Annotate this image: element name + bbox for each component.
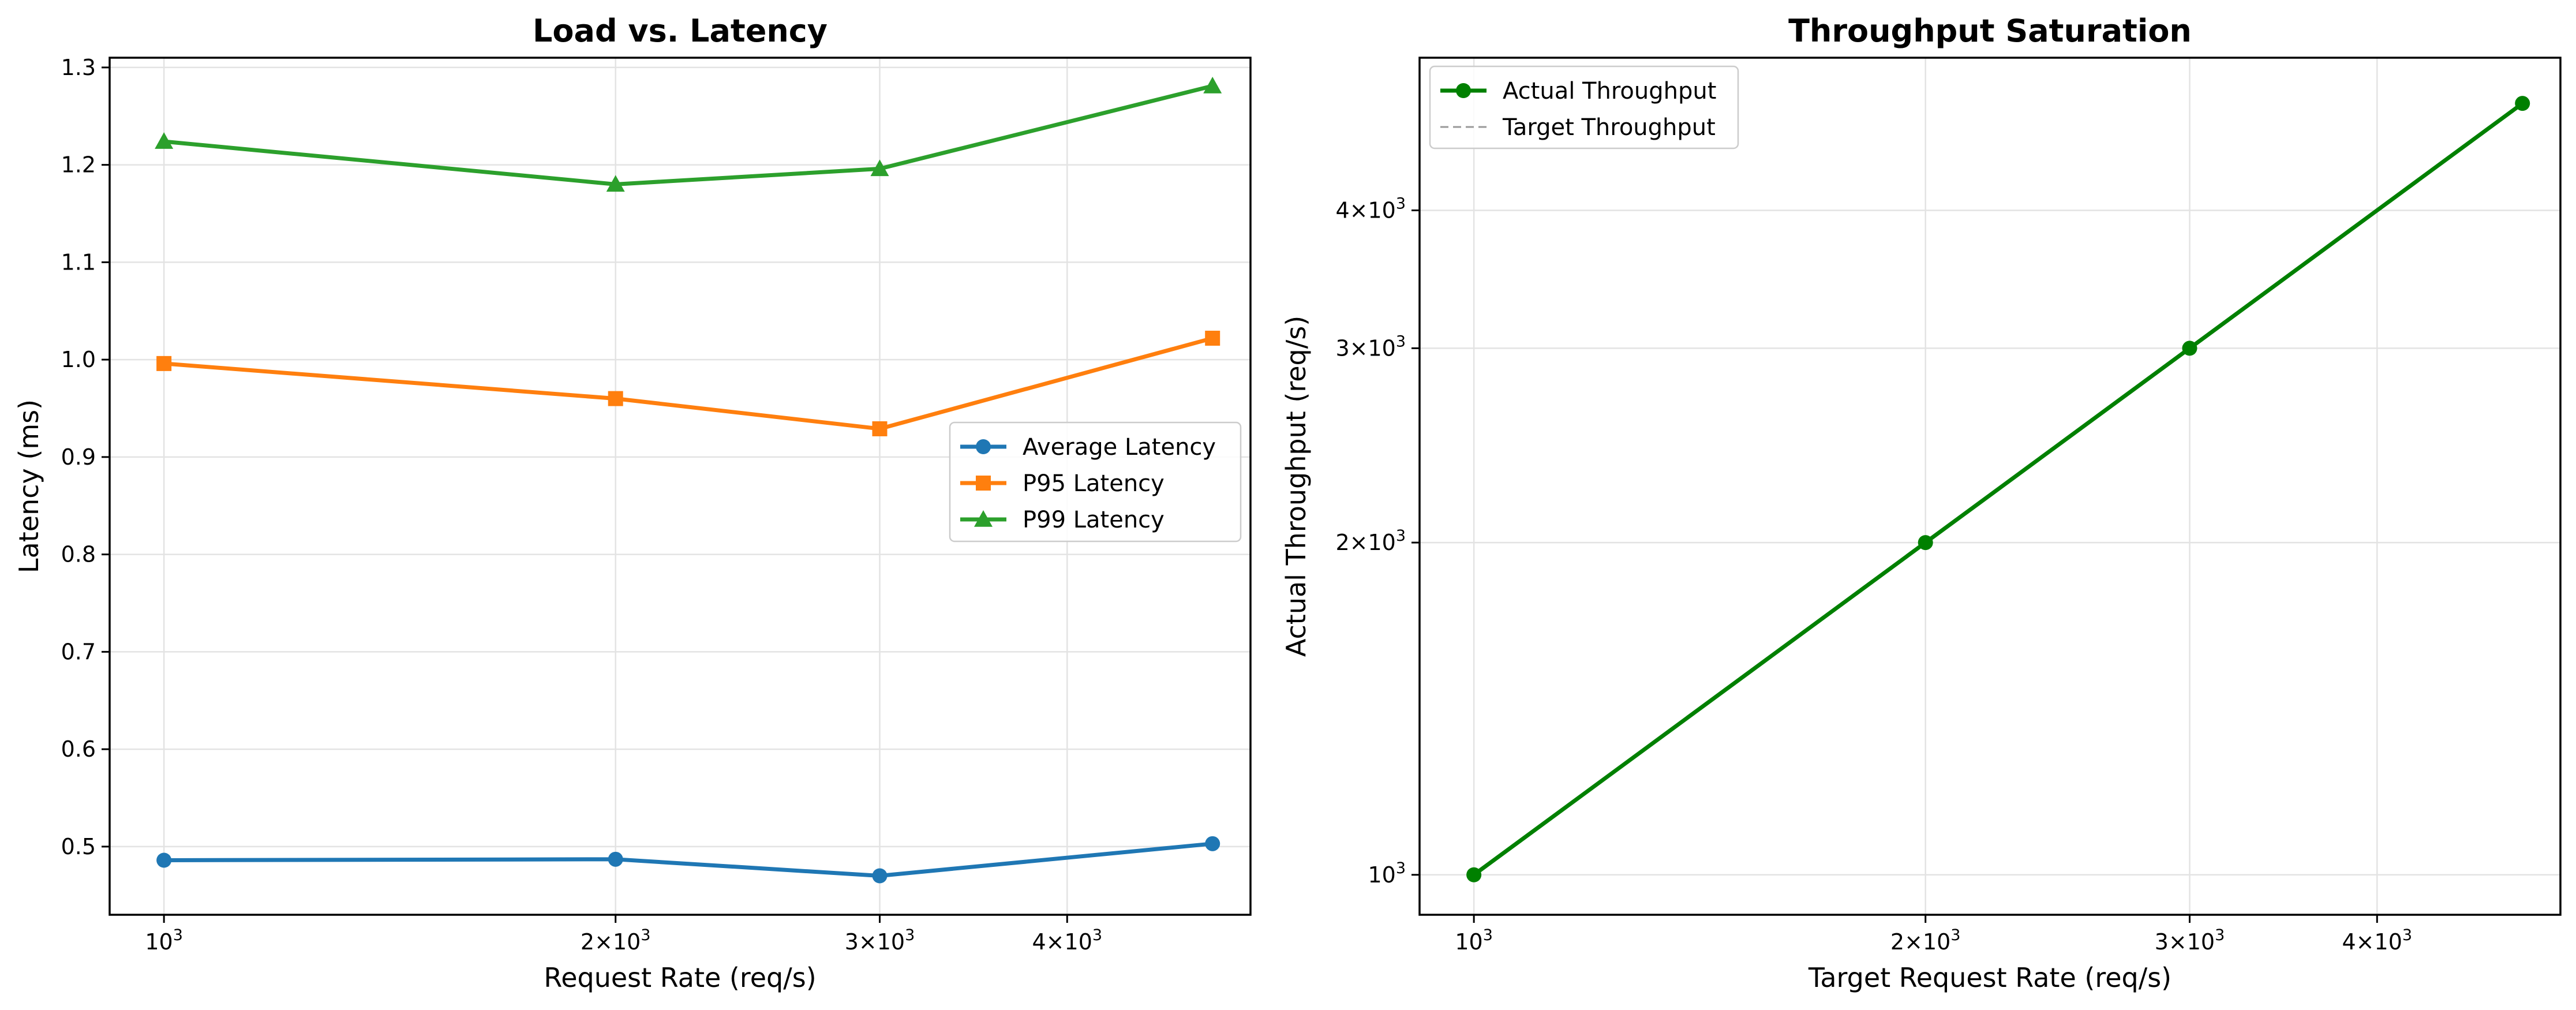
y-tick-label: 4×103 [1335,194,1406,223]
y-axis-label: Actual Throughput (req/s) [1280,316,1312,657]
y-tick-label: 0.8 [61,542,96,567]
data-point [1203,76,1222,93]
data-point [2515,96,2530,111]
legend-label: P99 Latency [1023,507,1165,533]
x-axis-label: Target Request Rate (req/s) [1808,962,2171,993]
legend-label: Target Throughput [1502,114,1716,141]
y-tick-label: 1.0 [61,347,96,372]
series-line [1473,102,2524,877]
y-tick-label: 1.2 [61,152,96,178]
x-tick-label: 103 [1455,926,1493,955]
data-point [870,159,889,177]
y-tick-label: 0.7 [61,639,96,664]
x-tick-label: 3×103 [845,926,915,955]
x-tick-label: 2×103 [581,926,651,955]
legend-label: P95 Latency [1023,470,1165,497]
y-tick-label: 3×103 [1335,332,1406,361]
legend: Actual Throughput Target Throughput [1429,65,1739,149]
chart-title: Load vs. Latency [533,13,828,49]
series-line [164,841,1213,878]
legend-marker [976,439,991,454]
series-p99-latency [155,76,1222,192]
legend-label: Actual Throughput [1503,78,1716,104]
x-tick-label: 4×103 [2342,926,2413,955]
legend-label: Average Latency [1023,434,1216,461]
data-point [1466,867,1482,882]
x-tick-label: 4×103 [1032,926,1103,955]
data-point [155,132,174,149]
legend: Average Latency P95 Latency P99 Latency [949,421,1242,543]
data-point [1205,331,1220,346]
throughput-chart: 103 2×103 3×103 4×103 103 2×103 3×103 4×103 Thro… [1280,13,2562,993]
y-tick-label: 1.3 [61,55,96,80]
data-point [606,175,625,192]
series-actual-throughput [1466,96,2530,882]
x-tick-label: 3×103 [2155,926,2225,955]
data-point [1205,836,1220,851]
data-point [1918,535,1933,551]
latency-chart: 103 2×103 3×103 4×103 0.5 0.6 0.7 0.8 0.9 1.0 1.1 1… [13,13,1252,993]
legend-marker [1456,83,1471,98]
x-axis-label: Request Rate (req/s) [544,962,816,993]
plot-frame [1418,57,2562,916]
legend-frame [949,421,1242,543]
y-tick-label: 1.1 [61,249,96,275]
series-line [163,336,1214,431]
data-point [608,391,623,406]
legend-marker [974,510,993,527]
x-tick-label: 103 [145,926,183,955]
y-tick-label: 0.6 [61,736,96,762]
y-tick-label: 103 [1368,859,1406,888]
x-tick-label: 2×103 [1890,926,1961,955]
series-average-latency [156,836,1220,884]
data-point [156,356,172,371]
data-point [608,851,623,867]
y-tick-label: 0.9 [61,444,96,470]
chart-title: Throughput Saturation [1788,13,2192,49]
series-line [163,84,1214,186]
data-point [872,868,888,884]
legend-frame [1429,65,1739,149]
y-axis-label: Latency (ms) [13,399,44,573]
data-point [872,421,888,436]
data-point [156,852,172,868]
legend-marker [976,476,991,491]
data-point [2182,341,2197,356]
y-tick-label: 2×103 [1335,527,1406,555]
y-tick-label: 0.5 [61,834,96,859]
plot-frame [108,57,1252,916]
series-p95-latency [156,331,1220,436]
